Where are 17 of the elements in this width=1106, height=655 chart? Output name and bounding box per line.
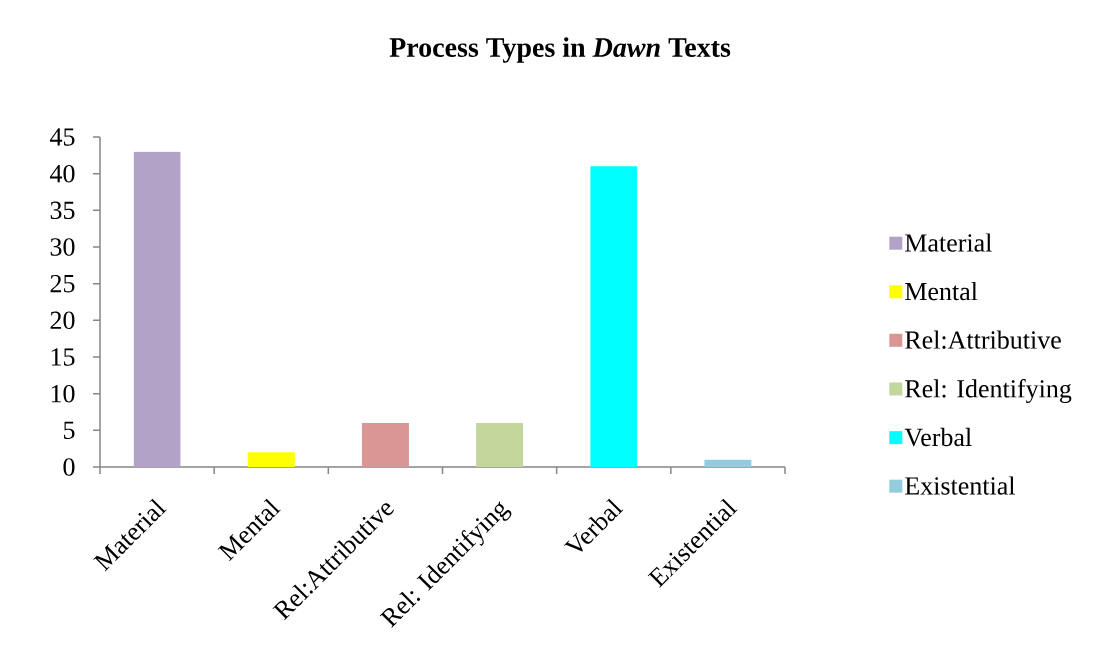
y-tick-label: 20 xyxy=(50,311,75,330)
legend-label: Rel: Identifying xyxy=(905,379,1072,403)
y-tick-label: 35 xyxy=(50,201,75,220)
legend-label: Verbal xyxy=(904,427,972,447)
legend-label: Rel:Attributive xyxy=(905,330,1061,349)
legend-label: Existential xyxy=(905,476,1016,495)
legend-label: Material xyxy=(905,233,992,252)
y-tick-label: 45 xyxy=(49,128,75,146)
y-tick-label: 15 xyxy=(51,348,75,366)
chart-title: Process Types in Dawn Texts xyxy=(389,37,731,63)
y-tick-label: 25 xyxy=(50,274,75,293)
y-tick-label: 10 xyxy=(51,384,75,403)
y-tick-label: 0 xyxy=(63,458,75,476)
y-tick-label: 5 xyxy=(63,421,75,439)
y-tick-label: 40 xyxy=(49,164,75,183)
legend-label: Mental xyxy=(905,281,978,301)
y-tick-label: 30 xyxy=(50,238,75,256)
